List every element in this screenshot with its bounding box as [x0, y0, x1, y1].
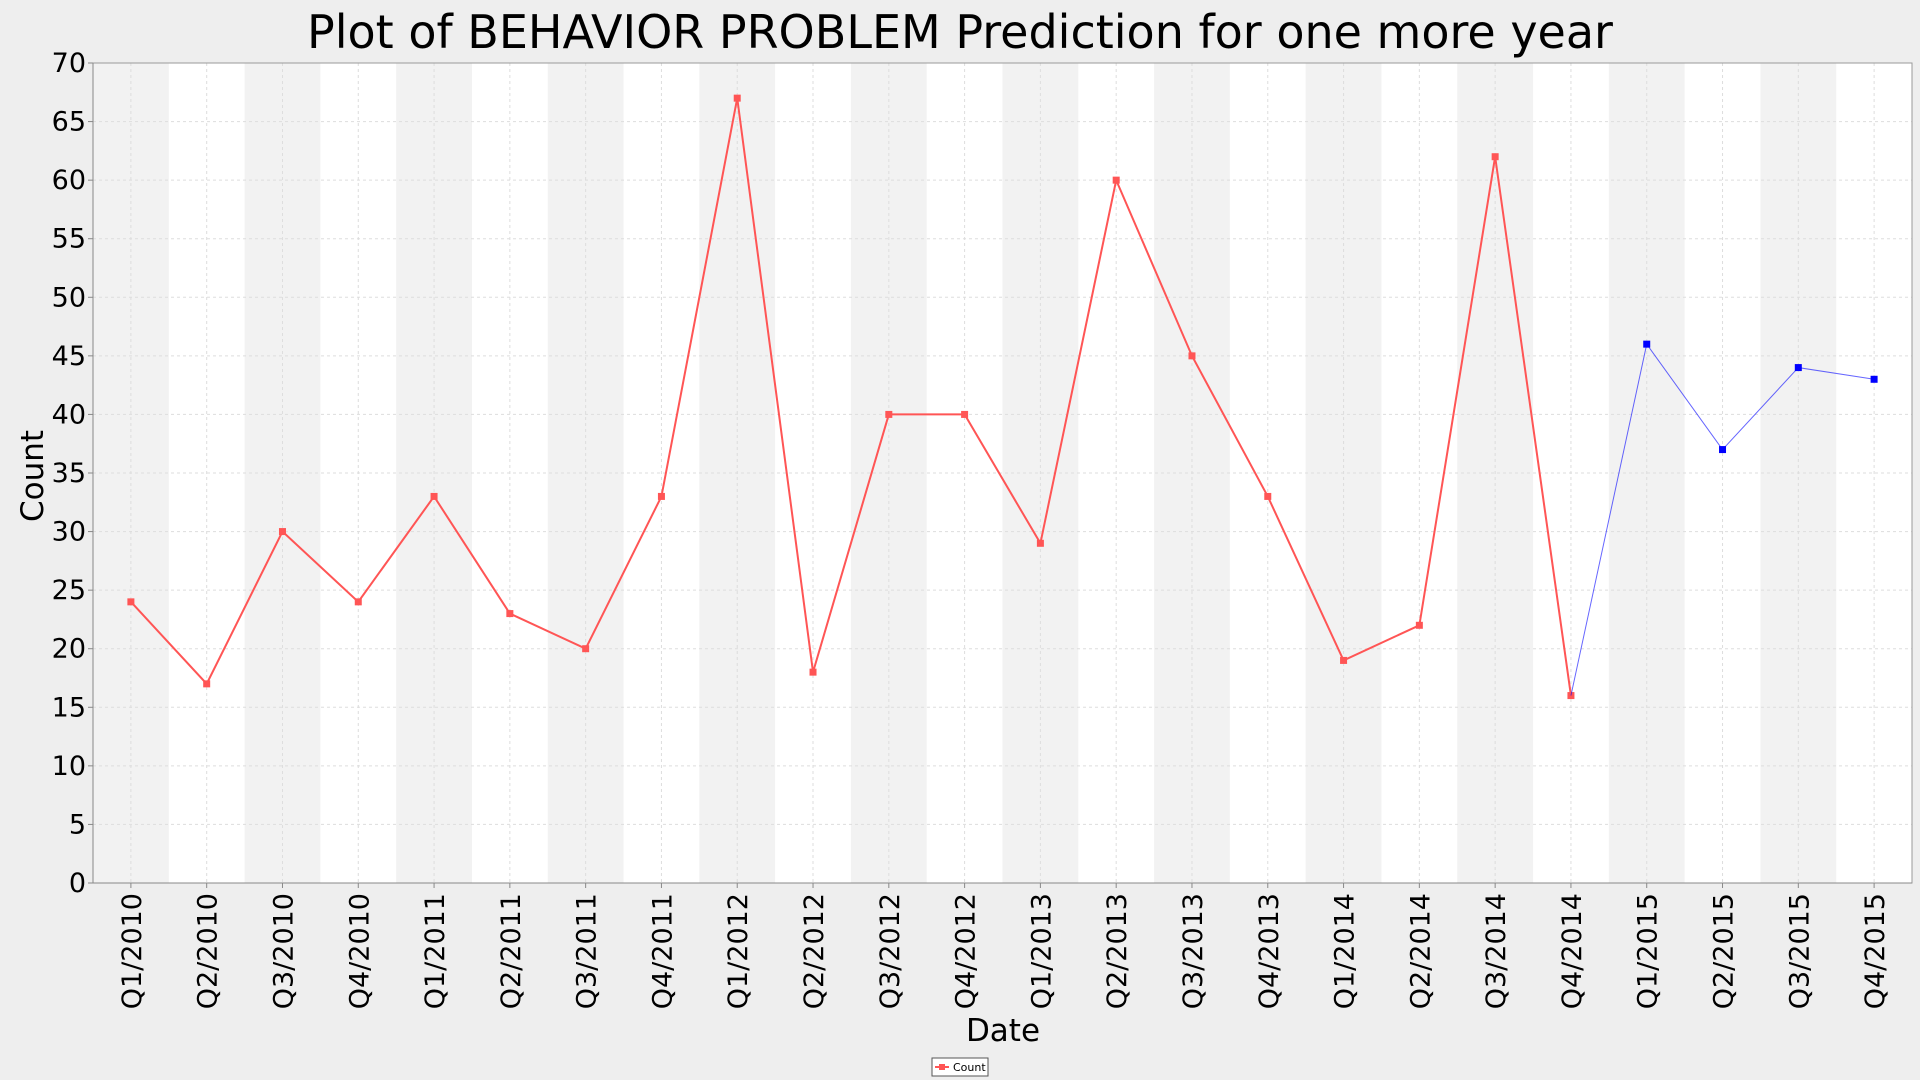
y-tick-label: 60: [52, 165, 86, 196]
legend-marker: [939, 1064, 945, 1070]
x-tick-label: Q1/2015: [1633, 893, 1664, 1009]
x-tick-label: Q3/2010: [268, 893, 299, 1009]
x-tick-label: Q3/2013: [1178, 893, 1209, 1009]
x-tick-label: Q3/2011: [572, 893, 603, 1009]
chart-title: Plot of BEHAVIOR PROBLEM Prediction for …: [307, 5, 1613, 59]
data-point: [1870, 375, 1878, 383]
data-point: [809, 668, 817, 676]
y-tick-label: 15: [52, 692, 86, 723]
x-tick-label: Q1/2014: [1330, 893, 1361, 1009]
data-point: [885, 410, 893, 418]
x-tick-label: Q1/2010: [117, 893, 148, 1009]
x-axis-label: Date: [966, 1013, 1040, 1049]
data-point: [1643, 340, 1651, 348]
y-tick-label: 20: [52, 634, 86, 665]
y-tick-label: 0: [69, 868, 86, 899]
x-tick-label: Q2/2015: [1709, 893, 1740, 1009]
data-point: [1264, 492, 1272, 500]
x-tick-label: Q4/2012: [951, 893, 982, 1009]
grid-lines: [93, 62, 1912, 884]
data-point: [1719, 446, 1727, 454]
x-tick-label: Q4/2010: [344, 893, 375, 1009]
data-point: [1188, 352, 1196, 360]
x-axis-ticks: Q1/2010 Q2/2010 Q3/2010 Q4/2010 Q1/2011 Q2/20…: [117, 883, 1891, 1009]
x-tick-label: Q1/2013: [1026, 893, 1057, 1009]
data-point: [961, 410, 969, 418]
legend: Count: [931, 1057, 989, 1077]
y-axis-label: Count: [15, 430, 51, 522]
y-tick-label: 55: [52, 224, 86, 255]
y-tick-label: 65: [52, 107, 86, 138]
y-tick-label: 30: [52, 517, 86, 548]
series-1: [127, 94, 1575, 700]
data-point: [354, 598, 362, 606]
y-tick-label: 50: [52, 282, 86, 313]
data-point: [1036, 539, 1044, 547]
data-point: [582, 645, 590, 653]
x-tick-label: Q4/2014: [1557, 893, 1588, 1009]
data-point: [430, 492, 438, 500]
data-point: [1112, 176, 1120, 184]
x-tick-label: Q2/2011: [496, 893, 527, 1009]
x-tick-label: Q1/2011: [420, 893, 451, 1009]
y-tick-label: 25: [52, 575, 86, 606]
x-tick-label: Q2/2014: [1405, 893, 1436, 1009]
legend-box: [931, 1057, 989, 1077]
y-tick-label: 45: [52, 341, 86, 372]
series-2: [1570, 340, 1878, 696]
series-line: [130, 97, 1572, 696]
data-point: [733, 94, 741, 102]
y-tick-label: 10: [52, 751, 86, 782]
x-tick-label: Q4/2011: [647, 893, 678, 1009]
x-tick-label: Q3/2012: [875, 893, 906, 1009]
y-tick-label: 5: [69, 809, 86, 840]
data-point: [506, 610, 514, 618]
y-tick-label: 40: [52, 399, 86, 430]
y-axis-ticks: 0 5 10 15 20 25 30 35 40 45 50 55 60 65 70: [52, 48, 93, 899]
x-tick-label: Q2/2012: [799, 893, 830, 1009]
x-tick-label: Q1/2012: [723, 893, 754, 1009]
x-tick-label: Q2/2010: [193, 893, 224, 1009]
legend-label: Count: [953, 1061, 986, 1074]
x-tick-label: Q2/2013: [1102, 893, 1133, 1009]
x-tick-label: Q4/2015: [1860, 893, 1891, 1009]
data-point: [1794, 364, 1802, 372]
x-tick-label: Q3/2014: [1481, 893, 1512, 1009]
data-point: [1491, 153, 1499, 161]
y-tick-label: 35: [52, 458, 86, 489]
y-tick-label: 70: [52, 48, 86, 79]
data-point: [1340, 656, 1348, 664]
x-tick-label: Q4/2013: [1254, 893, 1285, 1009]
data-point: [1415, 621, 1423, 629]
data-point: [278, 528, 286, 536]
series-layer: [127, 94, 1878, 700]
data-point: [203, 680, 211, 688]
data-point: [127, 598, 135, 606]
x-tick-label: Q3/2015: [1784, 893, 1815, 1009]
data-point: [657, 492, 665, 500]
